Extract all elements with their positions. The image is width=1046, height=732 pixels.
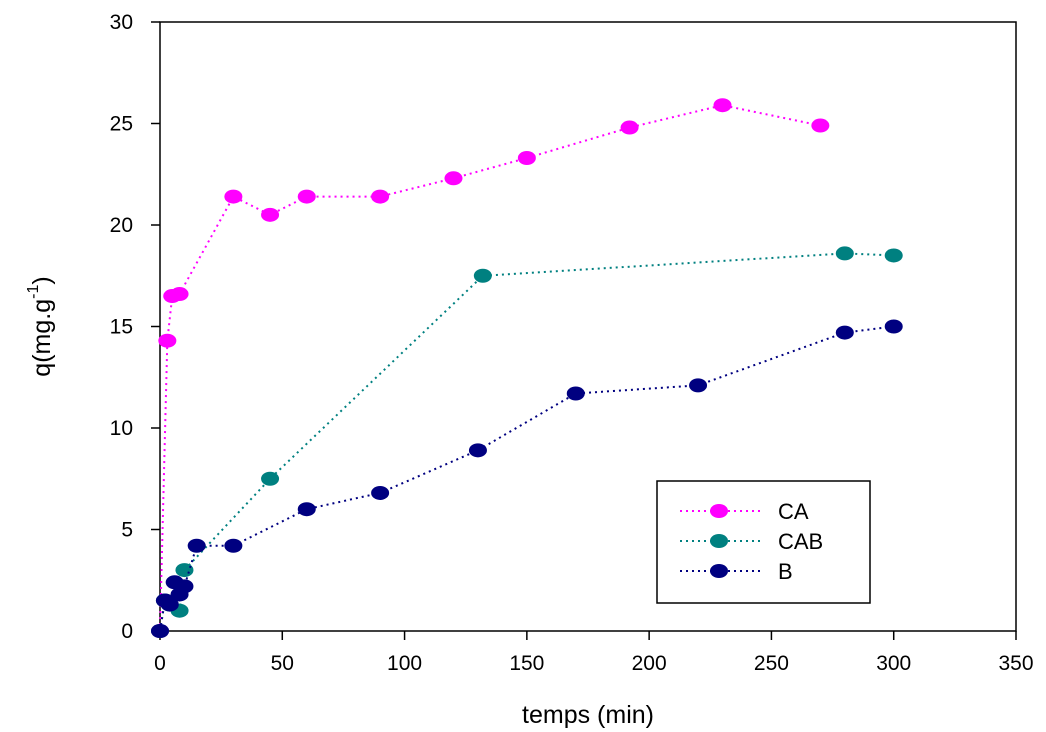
legend: CA CAB B (656, 480, 871, 604)
data-point (187, 538, 206, 553)
data-point (158, 333, 177, 348)
data-point (884, 319, 903, 334)
y-tick-label: 15 (110, 316, 133, 339)
legend-label: CAB (778, 529, 823, 554)
data-point (224, 538, 243, 553)
data-point (444, 171, 463, 186)
y-tick-label: 25 (110, 113, 133, 136)
data-point (517, 151, 536, 166)
legend-label: CA (778, 499, 809, 524)
data-point (151, 624, 169, 638)
data-point (371, 189, 390, 204)
y-axis-title-superscript: -1 (25, 285, 42, 299)
legend-label: B (778, 559, 793, 584)
legend-item-ca: CA (680, 499, 809, 524)
legend-marker (710, 564, 728, 578)
legend-item-b: B (680, 559, 793, 584)
data-point (297, 189, 316, 204)
legend-marker (710, 534, 728, 548)
y-axis-title-close: ) (28, 276, 56, 284)
x-tick-label: 300 (876, 652, 911, 675)
y-tick-label: 5 (121, 519, 133, 542)
series-line (159, 252, 894, 632)
data-point (884, 248, 903, 263)
data-point (297, 502, 316, 517)
data-point (566, 386, 585, 401)
y-tick-label: 10 (110, 417, 133, 440)
data-point (473, 268, 492, 283)
data-point (689, 378, 708, 393)
x-axis-title: temps (min) (522, 701, 654, 729)
x-tick-label: 50 (271, 652, 294, 675)
axes: 0 50 100 150 200 250 300 350 0 5 10 15 20 25 30 (110, 11, 1034, 675)
x-tick-label: 350 (998, 652, 1033, 675)
series-b (151, 319, 903, 638)
data-point (175, 579, 194, 594)
data-point (261, 207, 280, 222)
data-point (261, 471, 280, 486)
data-point (160, 597, 179, 612)
series-layer (151, 98, 903, 638)
data-point (811, 118, 830, 133)
data-point (713, 98, 732, 113)
legend-item-cab: CAB (680, 529, 823, 554)
x-tick-label: 250 (754, 652, 789, 675)
legend-marker (710, 504, 728, 518)
x-tick-label: 200 (632, 652, 667, 675)
data-point (371, 485, 390, 500)
y-axis-title: q(mg.g-1) (25, 276, 56, 376)
data-point (835, 325, 854, 340)
data-point (224, 189, 243, 204)
y-tick-label: 0 (121, 620, 133, 643)
data-point (175, 563, 194, 578)
y-axis-title-main: q(mg.g (28, 299, 56, 377)
data-point (835, 246, 854, 261)
x-tick-label: 0 (154, 652, 166, 675)
x-tick-label: 100 (387, 652, 422, 675)
y-tick-label: 20 (110, 214, 133, 237)
data-point (170, 287, 189, 302)
legend-box (656, 480, 871, 604)
x-tick-label: 150 (509, 652, 544, 675)
data-point (468, 443, 487, 458)
y-tick-label: 30 (110, 11, 133, 34)
data-point (620, 120, 639, 135)
